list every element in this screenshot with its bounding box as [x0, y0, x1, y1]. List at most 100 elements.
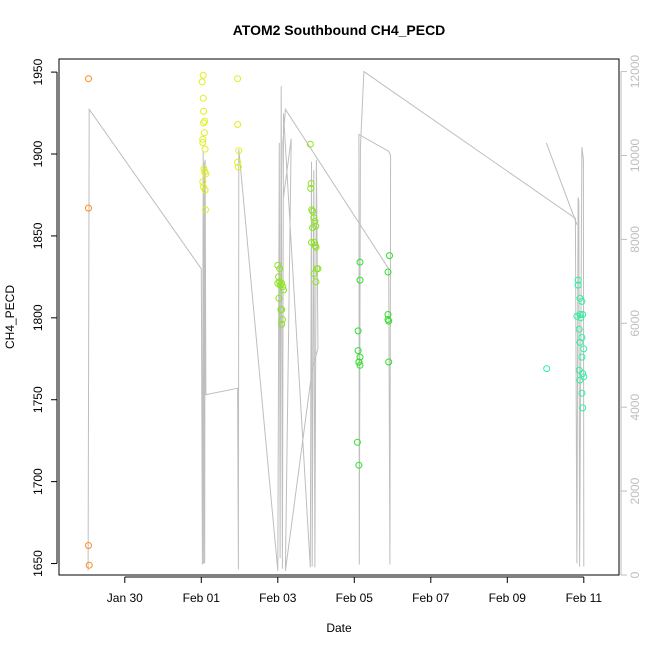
- data-point: [199, 71, 207, 79]
- plot-area-border: [58, 58, 620, 576]
- data-point: [579, 370, 587, 377]
- y-tick-label: 1800: [31, 304, 45, 331]
- y-tick-label: 1750: [31, 386, 45, 413]
- data-point: [356, 361, 364, 369]
- data-point: [276, 278, 284, 286]
- data-point: [276, 265, 284, 273]
- data-point: [199, 94, 207, 102]
- data-point: [312, 243, 320, 251]
- y-axis-left: 1650 1700 1750 1800 1850 1900 1950: [31, 58, 58, 577]
- data-point: [275, 273, 283, 281]
- data-point: [386, 252, 393, 260]
- data-point: [279, 283, 287, 291]
- data-point: [356, 353, 364, 361]
- data-point: [201, 168, 209, 176]
- trace-line: [87, 70, 585, 571]
- data-point: [355, 358, 363, 366]
- data-point: [202, 170, 210, 178]
- data-point: [85, 75, 92, 83]
- data-point: [385, 317, 393, 325]
- data-point: [275, 294, 283, 302]
- data-point: [200, 107, 208, 115]
- x-axis-label: Date: [326, 621, 352, 635]
- data-point: [278, 279, 286, 287]
- data-point: [576, 376, 584, 384]
- data-point: [201, 186, 209, 194]
- data-point: [574, 276, 582, 284]
- y-tick-label: 1900: [31, 140, 45, 167]
- data-point: [543, 365, 551, 373]
- data-point: [201, 145, 209, 153]
- data-point: [85, 204, 92, 212]
- line-layer: [87, 70, 585, 571]
- y-axis-label: CH4_PECD: [3, 285, 17, 349]
- data-point: [200, 129, 208, 137]
- data-point: [278, 320, 286, 328]
- data-point: [579, 404, 587, 412]
- data-point: [85, 561, 93, 569]
- data-point: [578, 353, 586, 361]
- data-point: [384, 268, 392, 276]
- data-point: [309, 207, 317, 215]
- data-point: [356, 276, 364, 284]
- data-point: [278, 306, 286, 314]
- y-tick-label: 1850: [31, 222, 45, 249]
- data-point: [353, 438, 361, 446]
- data-point: [85, 542, 92, 549]
- data-point: [234, 75, 242, 83]
- data-point: [574, 281, 582, 289]
- points-layer: [85, 71, 588, 569]
- data-point: [202, 206, 209, 214]
- x-tick-label: Feb 03: [259, 591, 297, 605]
- y-right-tick-label: 10000: [628, 138, 642, 172]
- y-axis-right: 0 2000 4000 6000 8000 10000 12000: [620, 55, 642, 578]
- y-right-tick-label: 4000: [628, 394, 642, 421]
- data-point: [578, 389, 586, 397]
- y-tick-label: 1650: [31, 550, 45, 577]
- y-tick-label: 1700: [31, 468, 45, 495]
- data-point: [198, 78, 206, 86]
- x-tick-label: Feb 01: [183, 591, 221, 605]
- data-point: [310, 214, 318, 222]
- data-point: [278, 316, 286, 323]
- data-point: [312, 278, 320, 286]
- data-point: [314, 265, 322, 273]
- data-point: [579, 311, 587, 318]
- data-point: [311, 239, 318, 246]
- data-point: [385, 358, 393, 366]
- data-point: [200, 119, 208, 127]
- data-point: [309, 224, 317, 232]
- data-point: [199, 139, 207, 146]
- data-point: [199, 178, 207, 186]
- data-point: [356, 258, 364, 266]
- x-tick-label: Feb 11: [566, 591, 603, 605]
- x-tick-label: Feb 07: [412, 591, 450, 605]
- x-tick-label: Feb 05: [336, 591, 374, 605]
- data-point: [354, 327, 362, 335]
- x-axis: Jan 30 Feb 01 Feb 03 Feb 05 Feb 07 Feb 09 Feb …: [107, 576, 603, 605]
- data-point: [280, 286, 287, 294]
- y-right-tick-label: 6000: [628, 310, 642, 337]
- y-right-tick-label: 8000: [628, 226, 642, 253]
- data-point: [311, 217, 319, 225]
- data-point: [234, 163, 242, 171]
- data-point: [306, 140, 314, 148]
- y-right-tick-label: 2000: [628, 477, 642, 504]
- x-tick-label: Jan 30: [107, 591, 143, 605]
- data-point: [578, 297, 586, 305]
- x-tick-label: Feb 09: [489, 591, 527, 605]
- data-point: [384, 311, 392, 318]
- data-point: [201, 117, 209, 125]
- data-point: [310, 270, 318, 278]
- data-point: [234, 121, 242, 128]
- data-point: [354, 347, 362, 355]
- data-point: [307, 184, 315, 192]
- y-tick-label: 1950: [31, 58, 45, 85]
- trace-line-segment: [545, 142, 578, 225]
- y-right-tick-label: 12000: [628, 55, 642, 89]
- y-right-tick-label: 0: [628, 571, 642, 578]
- data-point: [576, 338, 584, 346]
- data-point: [575, 325, 583, 333]
- data-point: [355, 461, 363, 469]
